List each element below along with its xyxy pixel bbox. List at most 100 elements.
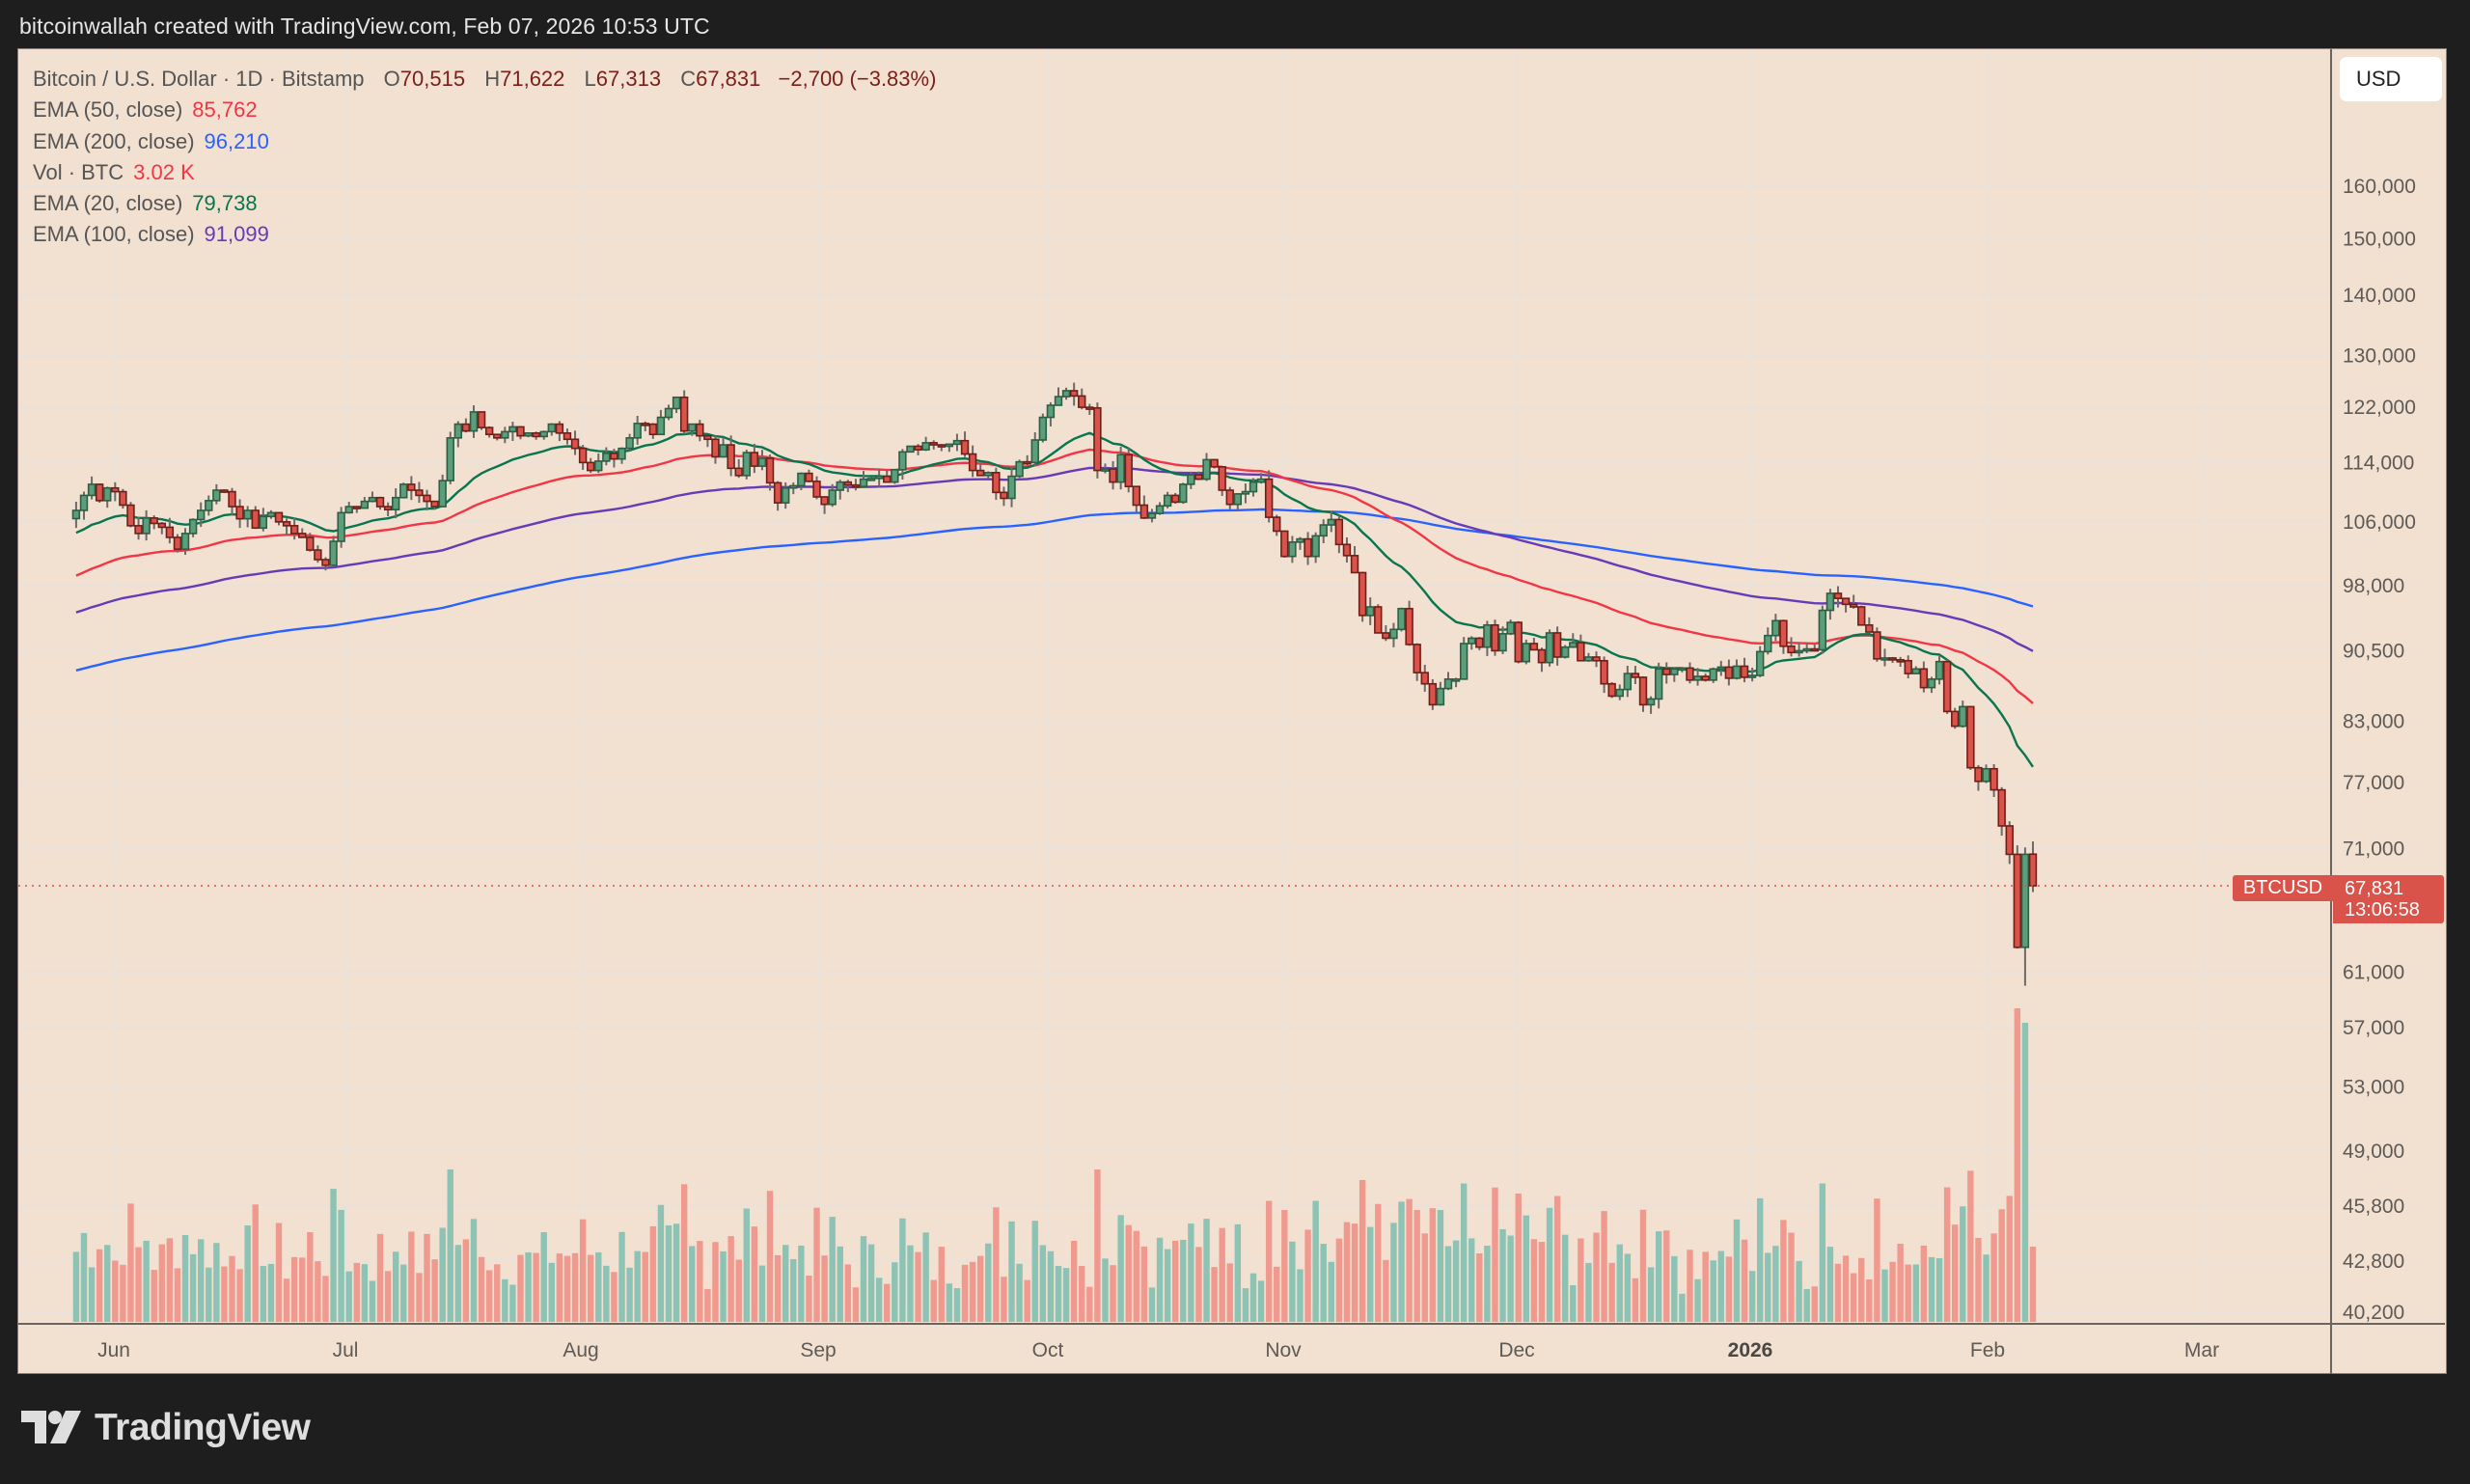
volume-bar [1819, 1183, 1826, 1322]
volume-bar [1172, 1240, 1179, 1322]
candle [1420, 672, 1429, 685]
candle [633, 423, 642, 439]
chart-frame[interactable] [17, 48, 2447, 1374]
indicator-volume[interactable]: Vol · BTC 3.02 K [33, 159, 195, 184]
price-axis-label: 57,000 [2343, 1017, 2404, 1039]
candle [1951, 710, 1960, 728]
candle [329, 540, 338, 566]
currency-button[interactable]: USD [2340, 57, 2442, 101]
candle [1911, 668, 1921, 674]
candle [1358, 571, 1367, 617]
volume-bar [112, 1260, 119, 1322]
price-axis-label: 71,000 [2343, 838, 2404, 860]
candle [1334, 518, 1344, 546]
candle [874, 475, 884, 480]
volume-bar [2014, 1008, 2021, 1322]
candle [228, 490, 236, 508]
volume-bar [1437, 1209, 1444, 1322]
volume-bar [1257, 1280, 1265, 1322]
volume-bar [626, 1267, 633, 1322]
volume-bar [1413, 1209, 1420, 1322]
candle [812, 481, 821, 498]
candle [891, 469, 899, 483]
candle [1732, 665, 1742, 679]
candle [664, 407, 673, 419]
volume-bar [1484, 1245, 1491, 1322]
candle [1888, 657, 1897, 661]
indicator-ema200[interactable]: EMA (200, close) 96,210 [33, 128, 269, 153]
candle [563, 432, 572, 441]
candle [992, 472, 1001, 494]
chart-legend: Bitcoin / U.S. Dollar · 1D · Bitstamp O7… [33, 64, 936, 251]
candle [1825, 592, 1835, 612]
candle [446, 437, 454, 481]
candle [1514, 621, 1523, 663]
candle [602, 453, 611, 462]
indicator-ema20[interactable]: EMA (20, close) 79,738 [33, 191, 258, 216]
candle [205, 500, 213, 511]
time-axis-label: Jul [333, 1339, 359, 1361]
candle [1747, 674, 1757, 678]
candle [1810, 647, 1819, 652]
candle [1389, 628, 1398, 640]
volume-bar [1967, 1170, 1974, 1322]
candle [765, 457, 775, 484]
volume-bar [1858, 1257, 1865, 1322]
volume-bar [1507, 1235, 1514, 1322]
volume-bar [1601, 1211, 1607, 1322]
candle [477, 411, 486, 428]
candle [1693, 675, 1702, 681]
indicator-ema50[interactable]: EMA (50, close) 85,762 [33, 97, 258, 123]
volume-bar [1335, 1238, 1343, 1322]
candle [1007, 475, 1016, 500]
candle [1662, 668, 1671, 675]
volume-bar [867, 1244, 875, 1322]
volume-bar [260, 1266, 267, 1322]
candle [1919, 668, 1929, 689]
volume-bar [884, 1283, 891, 1322]
candle [1451, 678, 1461, 682]
volume-bar [829, 1217, 836, 1322]
candle [1155, 505, 1165, 514]
volume-bar [782, 1245, 789, 1322]
candle [314, 549, 322, 561]
candle [757, 457, 767, 467]
candle [501, 430, 509, 439]
volume-bar [1351, 1223, 1358, 1322]
candle [1802, 647, 1811, 652]
candle [375, 496, 385, 508]
price-axis-label: 114,000 [2343, 452, 2414, 474]
volume-bar [1226, 1263, 1233, 1322]
volume-bar [135, 1247, 142, 1322]
candle [235, 506, 244, 520]
candle [524, 432, 533, 437]
time-axis-label: Dec [1498, 1339, 1534, 1361]
indicator-ema100[interactable]: EMA (100, close) 91,099 [33, 222, 269, 247]
volume-bar [267, 1263, 275, 1322]
volume-bar [930, 1279, 937, 1322]
candle [1139, 504, 1149, 519]
volume-bar [1710, 1260, 1716, 1322]
volume-bar [80, 1232, 88, 1322]
volume-bar [1725, 1256, 1733, 1322]
candle [1600, 659, 1608, 685]
candle [1264, 478, 1274, 518]
symbol-ohlc-row[interactable]: Bitcoin / U.S. Dollar · 1D · Bitstamp O7… [33, 67, 937, 91]
candle [1210, 458, 1219, 468]
candle [344, 506, 353, 514]
candle [2005, 825, 2014, 856]
volume-bar [1655, 1231, 1662, 1322]
volume-bar [1265, 1200, 1273, 1322]
volume-bar [393, 1251, 399, 1322]
volume-bar [1358, 1179, 1366, 1322]
volume-bar [88, 1267, 96, 1322]
volume-bar [743, 1208, 750, 1322]
volume-bar [603, 1265, 610, 1322]
volume-bar [969, 1261, 976, 1322]
candle [1428, 682, 1438, 706]
volume-bar [899, 1218, 906, 1322]
candle [1857, 606, 1866, 626]
candle [1124, 453, 1133, 488]
candle [898, 451, 907, 471]
